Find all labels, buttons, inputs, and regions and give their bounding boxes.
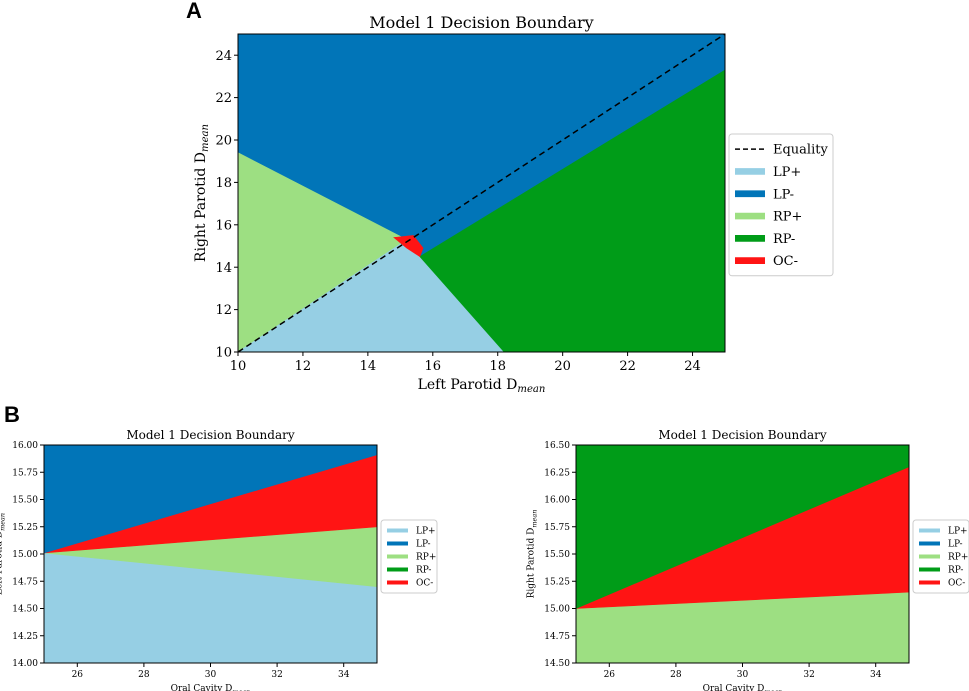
y-tick-label: 14.75: [12, 577, 38, 587]
legend-label: LP+: [948, 527, 968, 537]
x-tick-label: 34: [870, 670, 882, 680]
legend-box: [380, 519, 438, 594]
x-tick-label: 30: [737, 670, 749, 680]
x-tick-label: 28: [670, 670, 682, 680]
legend-label: RP-: [773, 232, 795, 247]
decision-boundary-chart-a: Model 1 Decision Boundary 10 12 14 16 18 20 22 2…: [193, 13, 834, 395]
y-tick-label: 15.00: [12, 550, 38, 560]
y-tick-label: 15.50: [12, 496, 38, 506]
panel-label-a: A: [186, 0, 202, 23]
legend-box: [912, 519, 969, 594]
x-tick-label: 30: [205, 670, 217, 680]
y-tick-label: 12: [215, 303, 232, 318]
y-axis-label: Left Parotid Dmean: [0, 513, 7, 595]
x-tick-label: 16: [425, 359, 442, 374]
y-axis-label: Right Parotid Dmean: [193, 124, 211, 262]
y-tick-label: 14.75: [544, 632, 570, 642]
y-tick-label: 18: [215, 176, 232, 191]
chart-title: Model 1 Decision Boundary: [126, 428, 295, 442]
y-tick-label: 14: [215, 261, 232, 276]
x-tick-label: 14: [360, 359, 377, 374]
x-tick-label: 22: [619, 359, 636, 374]
panel-label-b: B: [4, 402, 20, 427]
x-tick-label: 26: [72, 670, 84, 680]
legend-label: RP+: [948, 553, 968, 563]
legend-label: OC-: [948, 579, 965, 589]
y-tick-label: 14.50: [12, 605, 38, 615]
y-axis-label: Right Parotid Dmean: [527, 510, 539, 599]
y-tick-label: 16.00: [12, 441, 38, 451]
y-tick-label: 15.25: [544, 577, 570, 587]
y-tick-label: 16: [215, 218, 232, 233]
y-tick-label: 14.25: [12, 632, 38, 642]
x-tick-label: 26: [604, 670, 616, 680]
x-tick-label: 32: [803, 670, 814, 680]
y-tick-label: 15.50: [544, 550, 570, 560]
legend-label: RP-: [416, 566, 431, 576]
legend-label: LP-: [416, 540, 431, 550]
legend-label: LP-: [773, 187, 794, 202]
x-axis-label: Left Parotid Dmean: [418, 377, 546, 395]
y-tick-label: 14.00: [12, 659, 38, 669]
y-tick-label: 15.75: [12, 468, 38, 478]
y-tick-label: 16.50: [544, 441, 570, 451]
plot-frame: [237, 33, 726, 353]
y-tick-label: 15.00: [544, 605, 570, 615]
legend-label: OC-: [416, 579, 433, 589]
legend-label: Equality: [773, 143, 828, 158]
legend-label: LP+: [416, 527, 436, 537]
x-tick-label: 20: [554, 359, 571, 374]
x-axis-label: Oral Cavity Dmean: [171, 684, 251, 691]
y-tick-label: 22: [215, 91, 232, 106]
legend-label: RP+: [773, 210, 802, 225]
equality-line: [237, 33, 726, 353]
x-tick-label: 34: [338, 670, 350, 680]
y-tick-label: 16.00: [544, 496, 570, 506]
y-tick-label: 14.50: [544, 659, 570, 669]
chart-title: Model 1 Decision Boundary: [658, 428, 827, 442]
y-tick-label: 15.75: [544, 523, 570, 533]
chart-title: Model 1 Decision Boundary: [369, 13, 593, 32]
region-oc-minus: [393, 235, 424, 258]
x-tick-label: 12: [295, 359, 312, 374]
legend-label: LP-: [948, 540, 963, 550]
y-tick-label: 20: [215, 134, 232, 149]
y-tick-label: 16.25: [544, 468, 570, 478]
legend-label: OC-: [773, 254, 798, 269]
x-tick-label: 28: [138, 670, 150, 680]
x-tick-label: 24: [684, 359, 701, 374]
legend-label: LP+: [773, 165, 801, 180]
legend-label: RP+: [416, 553, 436, 563]
x-tick-label: 18: [489, 359, 506, 374]
x-tick-label: 10: [230, 359, 247, 374]
x-axis-label: Oral Cavity Dmean: [703, 684, 783, 691]
y-tick-label: 24: [215, 49, 232, 64]
y-tick-label: 15.25: [12, 523, 38, 533]
legend-label: RP-: [948, 566, 963, 576]
x-tick-label: 32: [271, 670, 282, 680]
y-tick-label: 10: [215, 346, 232, 361]
